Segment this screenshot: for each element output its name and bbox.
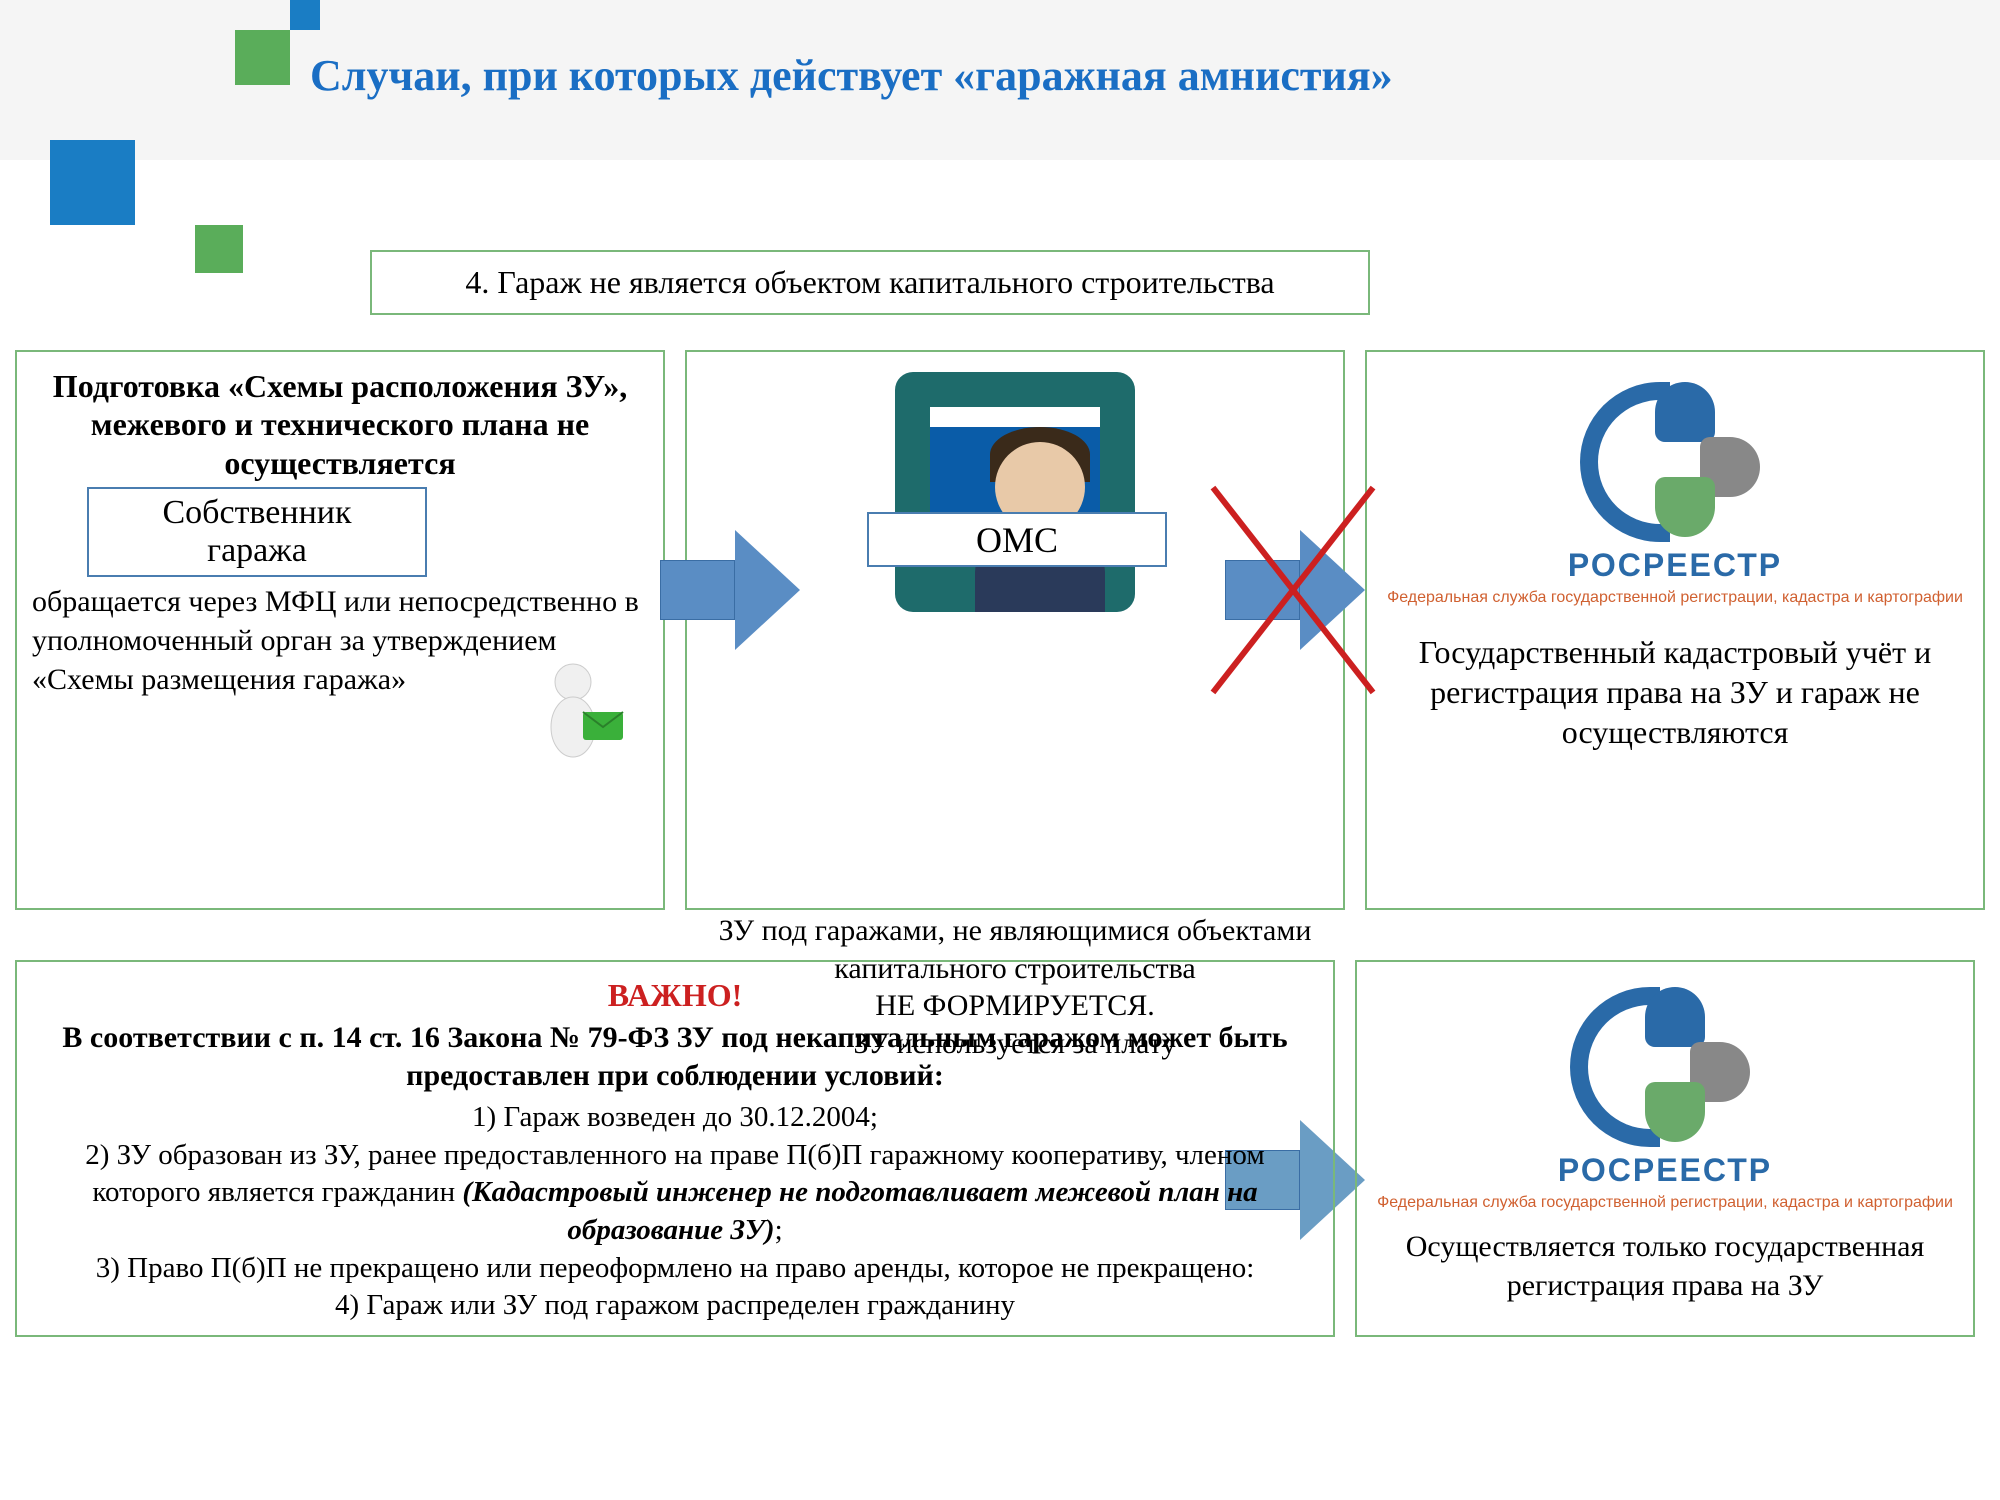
rosreestr-name: РОСРЕЕСТР: [1382, 547, 1968, 584]
important-item-1: 1) Гараж возведен до 30.12.2004;: [42, 1099, 1308, 1137]
box3-text: Государственный кадастровый учёт и регис…: [1382, 632, 1968, 752]
flow-row-top: Подготовка «Схемы расположения ЗУ», меже…: [15, 350, 1985, 920]
person-envelope-icon: [528, 657, 628, 777]
owner-box: Собственник гаража: [87, 487, 427, 577]
rosreestr-logo-icon: [1585, 382, 1765, 542]
important-box: ВАЖНО! В соответствии с п. 14 ст. 16 Зак…: [15, 960, 1335, 1337]
important-lead: В соответствии с п. 14 ст. 16 Закона № 7…: [42, 1019, 1308, 1094]
rosreestr-logo-icon-2: [1575, 987, 1755, 1147]
owner-line2: гаража: [99, 532, 415, 570]
case-4-text: 4. Гараж не является объектом капитально…: [465, 264, 1274, 301]
case-4-box: 4. Гараж не является объектом капитально…: [370, 250, 1370, 315]
owner-line1: Собственник: [99, 494, 415, 532]
page-title: Случаи, при которых действует «гаражная …: [310, 50, 1393, 101]
rosreestr-sub-2: Федеральная служба государственной регис…: [1372, 1193, 1958, 1212]
important-item-2: 2) ЗУ образован из ЗУ, ранее предоставле…: [42, 1137, 1308, 1250]
regbox-text: Осуществляется только государственная ре…: [1372, 1227, 1958, 1305]
rosreestr-sub: Федеральная служба государственной регис…: [1382, 588, 1968, 607]
box1-heading: Подготовка «Схемы расположения ЗУ», меже…: [32, 367, 648, 482]
important-title: ВАЖНО!: [42, 977, 1308, 1014]
oms-label: ОМС: [867, 512, 1167, 567]
deco-square-green-top: [235, 30, 290, 85]
important-item-3: 3) Право П(б)П не прекращено или переофо…: [42, 1250, 1308, 1288]
important-item-4: 4) Гараж или ЗУ под гаражом распределен …: [42, 1287, 1308, 1325]
box-rosreestr-bottom: РОСРЕЕСТР Федеральная служба государстве…: [1355, 960, 1975, 1337]
item2-post: ;: [775, 1214, 783, 1246]
oms-text: ОМС: [976, 519, 1058, 561]
bottom-row: ВАЖНО! В соответствии с п. 14 ст. 16 Зак…: [15, 960, 1985, 1337]
box-rosreestr-top: РОСРЕЕСТР Федеральная служба государстве…: [1365, 350, 1985, 910]
box-preparation: Подготовка «Схемы расположения ЗУ», меже…: [15, 350, 665, 910]
rosreestr-name-2: РОСРЕЕСТР: [1372, 1152, 1958, 1189]
deco-square-blue-left: [50, 140, 135, 225]
important-list: 1) Гараж возведен до 30.12.2004; 2) ЗУ о…: [42, 1099, 1308, 1325]
deco-square-blue-top: [290, 0, 320, 30]
arrow-2: [1225, 530, 1365, 650]
arrow-1: [660, 530, 800, 650]
oms-illustration: [895, 372, 1135, 612]
item2-italic: (Кадастровый инженер не подготавливает м…: [462, 1176, 1257, 1246]
deco-square-green-left: [195, 225, 243, 273]
